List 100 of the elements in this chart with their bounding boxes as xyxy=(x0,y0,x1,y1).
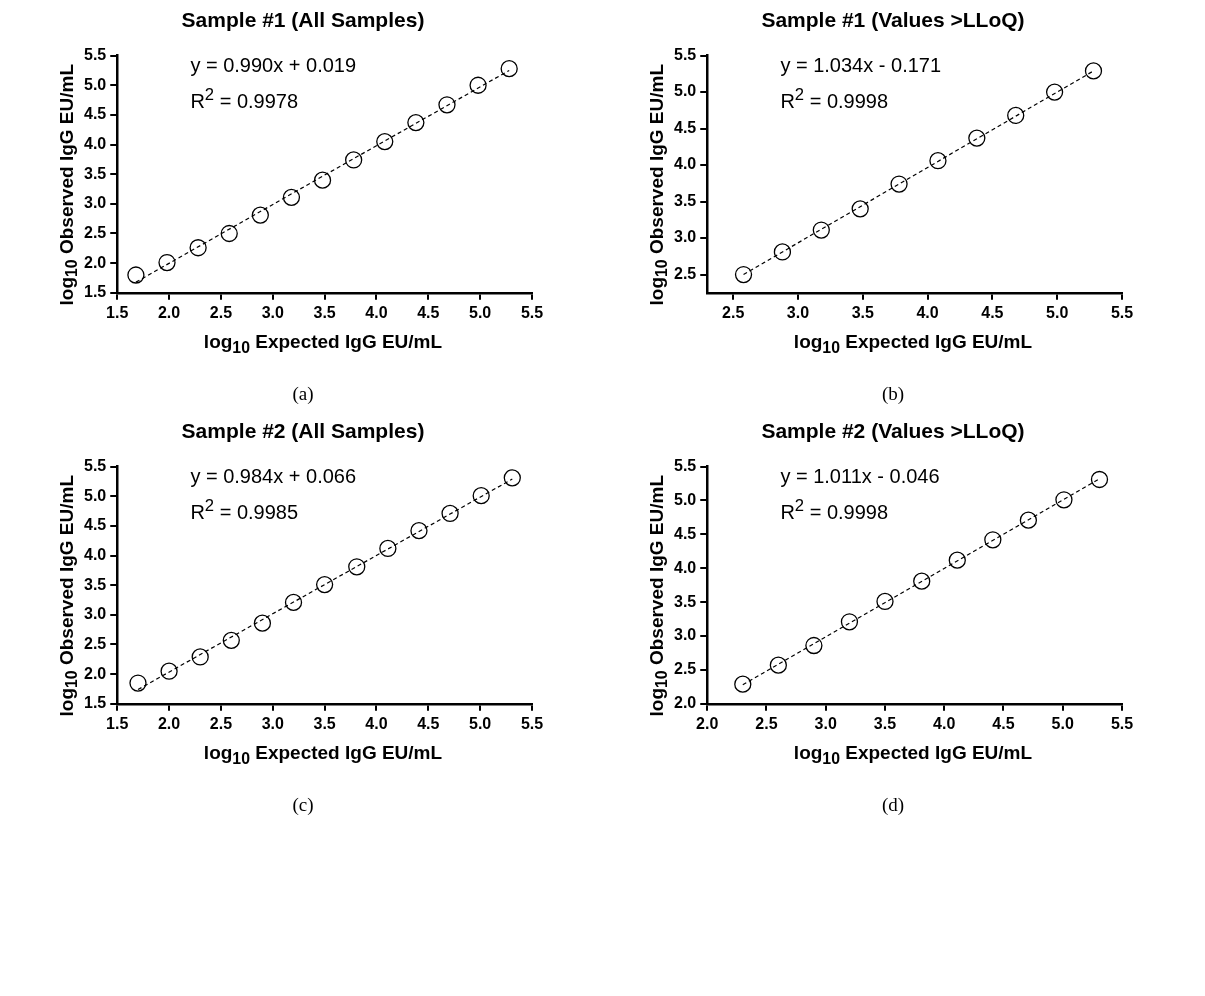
x-tick-label: 2.0 xyxy=(696,714,719,732)
point xyxy=(283,188,301,206)
point xyxy=(441,504,460,522)
x-tick-label: 4.5 xyxy=(417,714,440,732)
y-tick-label: 5.0 xyxy=(84,75,107,93)
x-tick-label: 5.0 xyxy=(1052,714,1075,732)
point xyxy=(254,614,272,632)
annotation: y = 0.990x + 0.019 xyxy=(190,53,357,78)
point xyxy=(472,486,491,505)
y-tick-label: 4.5 xyxy=(674,118,697,136)
y-tick-label: 4.5 xyxy=(674,524,697,542)
y-tick-label: 3.0 xyxy=(674,228,697,246)
point xyxy=(158,253,177,272)
y-tick-label: 3.5 xyxy=(84,575,107,593)
x-tick-label: 4.0 xyxy=(365,714,389,732)
y-tick-label: 3.0 xyxy=(84,605,107,623)
y-tick-label: 4.5 xyxy=(84,516,107,534)
annotation: R$^{2}$ = 0.9998 xyxy=(780,494,890,525)
x-axis-title: log$_{10}$ Expected IgG EU/mL xyxy=(793,741,1033,768)
x-tick-label: 3.0 xyxy=(262,714,285,732)
point xyxy=(1020,511,1038,529)
point xyxy=(929,152,947,170)
y-tick-label: 3.5 xyxy=(674,191,697,209)
x-tick-label: 2.5 xyxy=(210,714,233,732)
point xyxy=(841,612,859,631)
point xyxy=(735,265,753,284)
x-tick-label: 1.5 xyxy=(106,303,129,321)
point xyxy=(191,648,210,666)
x-axis-title: log$_{10}$ Expected IgG EU/mL xyxy=(793,331,1033,357)
text: (a) xyxy=(292,382,314,405)
y-tick-label: 2.0 xyxy=(84,664,107,682)
annotation: y = 1.011x - 0.046 xyxy=(780,463,940,489)
point xyxy=(890,175,909,193)
y-tick-label: 3.0 xyxy=(674,626,697,644)
point xyxy=(469,76,488,94)
y-tick-label: 4.0 xyxy=(84,545,107,563)
chart-title: Sample #1 (Values >LLoQ) xyxy=(761,8,1025,32)
point xyxy=(285,593,303,611)
point xyxy=(1046,83,1064,101)
y-tick-label: 2.0 xyxy=(84,253,107,271)
point xyxy=(379,539,397,557)
point xyxy=(345,151,363,169)
x-tick-label: 3.0 xyxy=(815,714,838,732)
chart-title: Sample #1 (All Samples) xyxy=(181,8,425,32)
x-tick-label: 4.0 xyxy=(933,714,956,732)
y-tick-label: 4.0 xyxy=(674,558,697,576)
y-tick-label: 2.0 xyxy=(674,694,697,711)
point xyxy=(127,266,145,284)
x-tick-label: 5.0 xyxy=(469,303,492,321)
point xyxy=(770,656,788,674)
point xyxy=(1007,106,1025,125)
point xyxy=(407,113,425,132)
x-tick-label: 2.5 xyxy=(722,303,745,321)
x-tick-label: 3.5 xyxy=(313,303,337,321)
y-tick-label: 5.5 xyxy=(674,456,697,474)
x-tick-label: 3.0 xyxy=(262,303,285,321)
y-tick-label: 1.5 xyxy=(84,694,107,711)
x-axis-title: log$_{10}$ Expected IgG EU/mL xyxy=(203,331,443,357)
point xyxy=(223,631,241,649)
y-tick-label: 3.0 xyxy=(84,194,107,212)
y-tick-label: 2.5 xyxy=(84,223,107,241)
annotation: y = 0.984x + 0.066 xyxy=(190,463,357,489)
x-tick-label: 5.5 xyxy=(521,714,544,732)
x-tick-label: 5.5 xyxy=(1111,303,1134,321)
point xyxy=(438,96,457,114)
point xyxy=(851,200,870,218)
y-tick-label: 5.0 xyxy=(674,490,697,508)
y-tick-label: 5.5 xyxy=(84,456,107,474)
x-tick-label: 3.5 xyxy=(313,714,337,732)
text: (d) xyxy=(881,793,905,816)
x-tick-label: 2.5 xyxy=(755,714,779,732)
point xyxy=(1085,62,1103,80)
annotation: R$^{2}$ = 0.9985 xyxy=(190,494,300,525)
point xyxy=(813,221,831,239)
point xyxy=(504,469,522,487)
y-tick-label: 5.5 xyxy=(84,46,107,64)
point xyxy=(949,551,967,569)
y-tick-label: 4.0 xyxy=(674,155,697,173)
chart-title: Sample #2 (All Samples) xyxy=(181,418,425,443)
annotation: R$^{2}$ = 0.9998 xyxy=(780,84,890,114)
point xyxy=(500,60,519,78)
x-tick-label: 4.5 xyxy=(992,714,1016,732)
y-tick-label: 2.5 xyxy=(674,264,697,282)
text: (b) xyxy=(881,382,905,405)
y-tick-label: 5.5 xyxy=(674,46,697,64)
x-tick-label: 3.5 xyxy=(852,303,875,321)
point xyxy=(316,575,334,594)
y-tick-label: 5.0 xyxy=(674,82,697,100)
annotation: R$^{2}$ = 0.9978 xyxy=(190,84,300,114)
point xyxy=(376,132,394,151)
point xyxy=(968,129,986,147)
point xyxy=(805,636,823,654)
y-tick-label: 2.5 xyxy=(674,660,697,678)
point xyxy=(774,243,792,261)
x-tick-label: 5.0 xyxy=(469,714,492,732)
y-tick-label: 1.5 xyxy=(84,283,107,301)
x-tick-label: 2.0 xyxy=(158,714,181,732)
y-tick-label: 4.0 xyxy=(84,134,107,152)
point xyxy=(314,171,332,189)
y-tick-label: 3.5 xyxy=(84,164,107,182)
